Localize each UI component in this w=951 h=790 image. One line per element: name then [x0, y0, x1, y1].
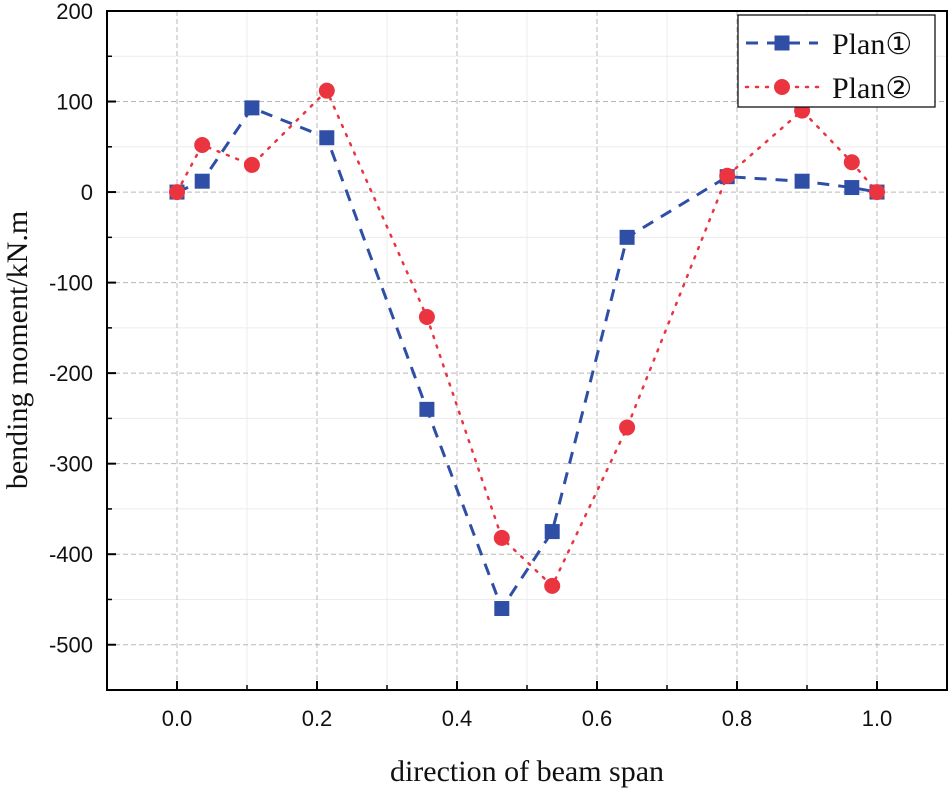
y-tick-label: 100 [56, 90, 93, 115]
x-tick-label: 0.2 [302, 706, 333, 731]
x-tick-label: 0.8 [722, 706, 753, 731]
y-tick-label: -400 [49, 542, 93, 567]
y-tick-label: 0 [81, 180, 93, 205]
data-point-plan-1 [844, 180, 860, 196]
x-axis-title: direction of beam span [390, 755, 664, 788]
data-point-plan-2 [493, 529, 510, 546]
legend-marker-plan-2 [774, 79, 790, 95]
series-line-plan-1 [176, 106, 878, 612]
series-line-plan-2 [175, 88, 879, 588]
data-point-plan-2 [169, 184, 185, 201]
y-tick-label: -500 [49, 633, 93, 658]
data-point-plan-1 [794, 173, 810, 189]
data-point-plan-2 [194, 136, 211, 153]
y-tick-label: -200 [49, 361, 93, 386]
data-point-plan-2 [318, 82, 335, 99]
data-point-plan-2 [869, 184, 885, 201]
legend-marker-plan-1 [774, 35, 790, 51]
x-tick-label: 0.4 [442, 706, 473, 731]
series [169, 82, 885, 617]
y-tick-label: -100 [49, 271, 93, 296]
data-point-plan-1 [419, 401, 435, 417]
data-point-plan-2 [544, 577, 561, 594]
data-point-plan-1 [319, 130, 335, 146]
data-point-plan-2 [719, 167, 736, 184]
y-tick-label: -300 [49, 452, 93, 477]
data-point-plan-1 [544, 524, 560, 540]
data-point-plan-2 [418, 309, 435, 326]
legend-label-plan-1: Plan① [832, 28, 912, 61]
y-axis-title: bending moment/kN.m [1, 211, 34, 489]
data-point-plan-1 [494, 601, 510, 617]
x-tick-label: 1.0 [862, 706, 893, 731]
data-point-plan-2 [619, 419, 636, 436]
legend-box [737, 14, 936, 108]
data-point-plan-1 [619, 229, 635, 245]
legend: Plan① Plan② [737, 14, 936, 108]
x-tick-label: 0.6 [582, 706, 613, 731]
axes: 0.0 0.2 0.4 0.6 0.8 1.0 200 100 0 -100 -200 -300 -40… [49, 0, 948, 731]
data-point-plan-1 [194, 173, 210, 189]
data-point-plan-2 [843, 154, 860, 171]
data-point-plan-2 [243, 156, 260, 173]
data-point-plan-1 [244, 100, 260, 116]
y-tick-label: 200 [56, 0, 93, 24]
legend-label-plan-2: Plan② [832, 72, 912, 105]
x-tick-label: 0.0 [162, 706, 193, 731]
